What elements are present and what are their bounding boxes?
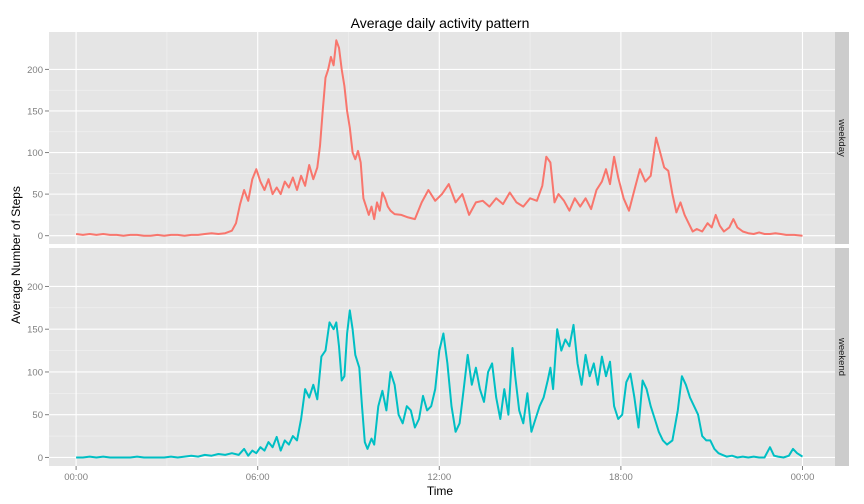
y-tick-label: 50 xyxy=(32,410,43,421)
strip-background xyxy=(835,32,849,244)
chart-title: Average daily activity pattern xyxy=(351,15,530,31)
panel-weekend: 0 50 100 150 200 weekend xyxy=(27,248,849,466)
x-tick-label: 00:00 xyxy=(791,472,815,483)
series-line-weekend xyxy=(76,309,804,459)
y-tick-label: 0 xyxy=(38,231,43,242)
x-tick-label: 06:00 xyxy=(246,472,270,483)
x-tick-label: 00:00 xyxy=(64,472,88,483)
strip-label-weekend: weekend xyxy=(836,337,847,376)
y-tick-label: 150 xyxy=(27,325,43,336)
y-tick-label: 100 xyxy=(27,367,43,378)
x-tick-label: 18:00 xyxy=(609,472,633,483)
panel-background xyxy=(49,248,835,466)
x-tick-label: 12:00 xyxy=(427,472,451,483)
y-tick-label: 100 xyxy=(27,148,43,159)
series-line-weekday xyxy=(75,39,803,237)
x-axis-title: Time xyxy=(427,484,454,498)
strip-background xyxy=(835,248,849,466)
panel-weekday: 0 50 100 150 200 weekday xyxy=(27,32,849,244)
y-tick-label: 150 xyxy=(27,106,43,117)
strip-label-weekday: weekday xyxy=(836,118,847,157)
y-tick-label: 50 xyxy=(32,190,43,201)
y-tick-label: 200 xyxy=(27,282,43,293)
panel-background xyxy=(49,32,835,244)
y-tick-label: 0 xyxy=(38,453,43,464)
y-axis-title: Average Number of Steps xyxy=(9,186,23,324)
y-tick-label: 200 xyxy=(27,65,43,76)
